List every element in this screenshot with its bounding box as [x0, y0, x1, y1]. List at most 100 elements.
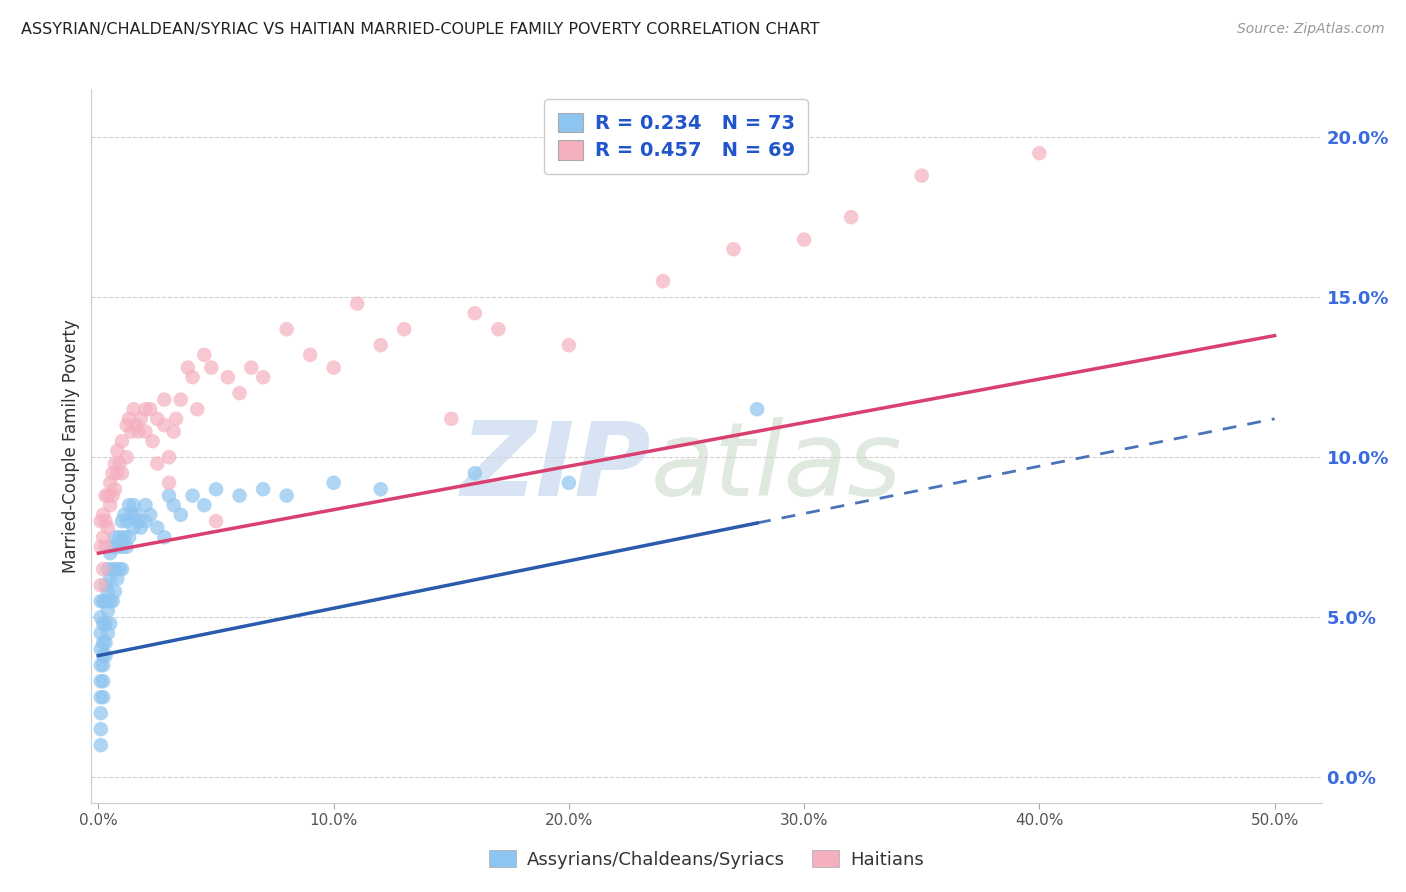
Point	[911, 169, 934, 183]
Point	[157, 489, 180, 503]
Point	[120, 508, 142, 522]
Point	[104, 482, 127, 496]
Point	[205, 482, 228, 496]
Point	[181, 370, 204, 384]
Point	[276, 489, 298, 503]
Point	[370, 338, 392, 352]
Point	[90, 578, 112, 592]
Point	[139, 402, 162, 417]
Point	[91, 690, 114, 705]
Point	[91, 562, 114, 576]
Point	[94, 648, 117, 663]
Point	[118, 498, 141, 512]
Point	[122, 498, 145, 512]
Point	[97, 584, 120, 599]
Point	[652, 274, 675, 288]
Point	[105, 466, 128, 480]
Point	[165, 412, 187, 426]
Point	[157, 475, 180, 490]
Point	[90, 690, 112, 705]
Point	[90, 514, 112, 528]
Point	[125, 418, 148, 433]
Point	[112, 530, 135, 544]
Point	[90, 540, 112, 554]
Point	[745, 402, 768, 417]
Point	[146, 520, 169, 534]
Point	[129, 520, 152, 534]
Point	[97, 489, 120, 503]
Point	[91, 530, 114, 544]
Point	[101, 466, 124, 480]
Point	[94, 514, 117, 528]
Point	[97, 626, 120, 640]
Point	[252, 370, 274, 384]
Point	[105, 443, 128, 458]
Point	[111, 434, 134, 449]
Point	[122, 402, 145, 417]
Point	[105, 572, 128, 586]
Point	[558, 338, 581, 352]
Point	[90, 642, 112, 657]
Point	[101, 594, 124, 608]
Text: atlas: atlas	[651, 417, 903, 517]
Text: ZIP: ZIP	[461, 417, 651, 518]
Point	[394, 322, 416, 336]
Point	[115, 418, 138, 433]
Text: Source: ZipAtlas.com: Source: ZipAtlas.com	[1237, 22, 1385, 37]
Point	[112, 508, 135, 522]
Point	[186, 402, 208, 417]
Point	[118, 530, 141, 544]
Point	[104, 562, 127, 576]
Point	[240, 360, 263, 375]
Point	[122, 520, 145, 534]
Point	[90, 674, 112, 689]
Point	[118, 412, 141, 426]
Point	[134, 402, 156, 417]
Point	[111, 466, 134, 480]
Point	[146, 457, 169, 471]
Point	[127, 514, 149, 528]
Point	[94, 636, 117, 650]
Point	[104, 584, 127, 599]
Point	[134, 425, 156, 439]
Point	[157, 450, 180, 465]
Point	[139, 508, 162, 522]
Point	[322, 360, 344, 375]
Point	[98, 572, 121, 586]
Point	[464, 466, 486, 480]
Point	[228, 386, 250, 401]
Point	[370, 482, 392, 496]
Point	[193, 348, 215, 362]
Point	[125, 508, 148, 522]
Point	[98, 616, 121, 631]
Point	[90, 706, 112, 721]
Point	[94, 578, 117, 592]
Point	[723, 242, 745, 256]
Point	[134, 498, 156, 512]
Point	[252, 482, 274, 496]
Point	[134, 514, 156, 528]
Point	[90, 738, 112, 752]
Point	[322, 475, 344, 490]
Legend: Assyrians/Chaldeans/Syriacs, Haitians: Assyrians/Chaldeans/Syriacs, Haitians	[482, 843, 931, 876]
Point	[200, 360, 222, 375]
Point	[464, 306, 486, 320]
Point	[1028, 146, 1050, 161]
Point	[163, 425, 186, 439]
Point	[94, 540, 117, 554]
Point	[98, 498, 121, 512]
Point	[90, 658, 112, 673]
Point	[108, 457, 131, 471]
Point	[111, 540, 134, 554]
Point	[793, 233, 815, 247]
Point	[108, 562, 131, 576]
Point	[153, 530, 176, 544]
Point	[98, 546, 121, 560]
Point	[170, 392, 193, 407]
Point	[120, 425, 142, 439]
Point	[94, 594, 117, 608]
Point	[105, 540, 128, 554]
Point	[91, 648, 114, 663]
Point	[177, 360, 200, 375]
Point	[276, 322, 298, 336]
